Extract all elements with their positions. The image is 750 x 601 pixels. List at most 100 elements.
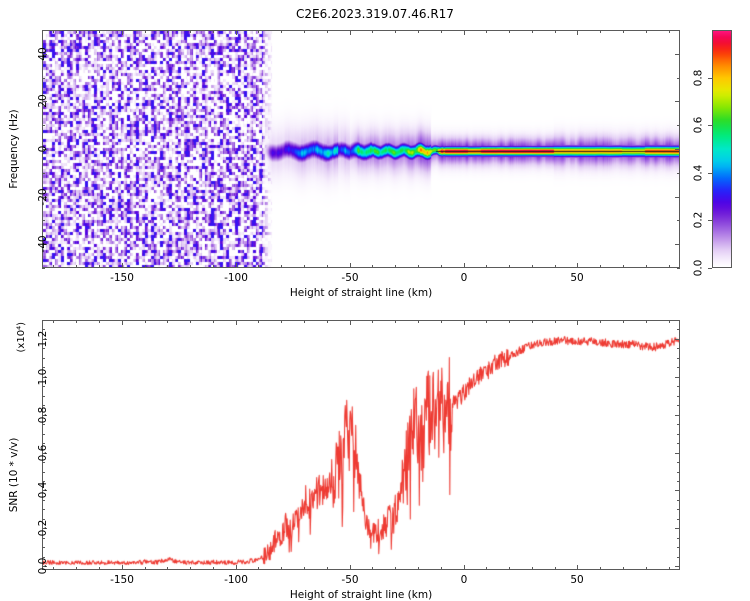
snr-xtick-minor: [623, 567, 624, 570]
colorbar-ticklabel: 0.4: [692, 164, 705, 182]
snr-ytick-major-right: [675, 566, 680, 567]
spectrogram-xtick-minor: [669, 265, 670, 268]
spectrogram-xtick-minor-top: [509, 30, 510, 33]
spectrogram-ytick-minor-right: [677, 220, 680, 221]
snr-xtick-minor-top: [304, 320, 305, 323]
snr-xticklabel: 0: [460, 574, 468, 586]
snr-line-plot: [43, 321, 679, 569]
spectrogram-xtick-minor-top: [258, 30, 259, 33]
snr-xtick-minor: [258, 567, 259, 570]
snr-xtick-minor-top: [53, 320, 54, 323]
spectrogram-xtick-minor: [532, 265, 533, 268]
spectrogram-xtick-minor: [190, 265, 191, 268]
snr-ytick-minor-right: [677, 500, 680, 501]
snr-ytick-minor-right: [677, 434, 680, 435]
snr-xticklabel: 50: [570, 574, 584, 586]
spectrogram-xticklabel: -150: [110, 272, 134, 284]
snr-xtick-minor-top: [555, 320, 556, 323]
snr-ytick-minor: [42, 443, 45, 444]
snr-xtick-minor-top: [395, 320, 396, 323]
snr-ytick-minor-right: [677, 424, 680, 425]
snr-xtick-minor-top: [145, 320, 146, 323]
spectrogram-xtick-minor-top: [372, 30, 373, 33]
snr-xtick-minor-top: [600, 320, 601, 323]
snr-ytick-minor: [42, 557, 45, 558]
snr-ytick-minor: [42, 329, 45, 330]
spectrogram-xtick-minor: [555, 265, 556, 268]
spectrogram-xtick-minor-top: [669, 30, 670, 33]
snr-xtick-minor: [555, 567, 556, 570]
spectrogram-ytick-major: [42, 197, 47, 198]
spectrogram-ylabel: Frequency (Hz): [7, 109, 20, 189]
colorbar-tick: [708, 125, 712, 126]
snr-xticklabel: -50: [341, 574, 359, 586]
spectrogram-xtick-minor-top: [281, 30, 282, 33]
snr-ytick-minor-right: [677, 386, 680, 387]
snr-xtick-minor-top: [418, 320, 419, 323]
snr-xtick-minor-top: [281, 320, 282, 323]
snr-xtick-minor: [600, 567, 601, 570]
snr-xtick-minor: [441, 567, 442, 570]
colorbar-ticklabel: 0.6: [692, 116, 705, 134]
colorbar-ticklabel: 0.2: [692, 211, 705, 229]
snr-xtick-minor: [76, 567, 77, 570]
snr-xtick-minor-top: [327, 320, 328, 323]
snr-xtick-minor: [669, 567, 670, 570]
snr-xtick-major: [464, 565, 465, 570]
colorbar-tick: [708, 268, 712, 269]
snr-ytick-minor-right: [677, 557, 680, 558]
spectrogram-ytick-minor: [42, 268, 45, 269]
spectrogram-ytick-major-right: [675, 197, 680, 198]
spectrogram-ytick-minor-right: [677, 268, 680, 269]
snr-xtick-minor-top: [167, 320, 168, 323]
snr-xtick-minor-top: [213, 320, 214, 323]
spectrogram-xtick-minor: [76, 265, 77, 268]
spectrogram-xtick-minor-top: [395, 30, 396, 33]
snr-ytick-minor: [42, 481, 45, 482]
spectrogram-xtick-major-top: [577, 30, 578, 35]
spectrogram-ytick-minor-right: [677, 125, 680, 126]
snr-ytick-minor: [42, 462, 45, 463]
snr-ytick-minor-right: [677, 367, 680, 368]
snr-ytick-minor: [42, 367, 45, 368]
snr-ytick-minor: [42, 547, 45, 548]
snr-ytick-minor: [42, 538, 45, 539]
snr-ytick-major-right: [675, 377, 680, 378]
spectrogram-xtick-minor: [600, 265, 601, 268]
spectrogram-xtick-minor-top: [190, 30, 191, 33]
spectrogram-xtick-minor-top: [532, 30, 533, 33]
spectrogram-xtick-minor-top: [441, 30, 442, 33]
spectrogram-xtick-major: [236, 263, 237, 268]
snr-y-multiplier: (x10⁴): [16, 322, 27, 353]
spectrogram-xtick-minor: [145, 265, 146, 268]
spectrogram-ytick-major: [42, 244, 47, 245]
snr-xtick-minor-top: [486, 320, 487, 323]
spectrogram-xtick-minor-top: [99, 30, 100, 33]
spectrogram-xtick-minor-top: [418, 30, 419, 33]
spectrogram-xtick-major: [350, 263, 351, 268]
spectrogram-xtick-minor: [646, 265, 647, 268]
snr-ytick-minor: [42, 358, 45, 359]
spectrogram-xtick-minor: [281, 265, 282, 268]
snr-axes: [42, 320, 680, 570]
snr-ytick-minor-right: [677, 538, 680, 539]
spectrogram-ytick-major: [42, 54, 47, 55]
spectrogram-xtick-minor-top: [486, 30, 487, 33]
snr-xtick-minor: [418, 567, 419, 570]
snr-xtick-minor-top: [258, 320, 259, 323]
snr-ytick-minor: [42, 405, 45, 406]
spectrogram-ytick-major: [42, 101, 47, 102]
spectrogram-xtick-minor: [167, 265, 168, 268]
snr-ytick-minor: [42, 509, 45, 510]
snr-xticklabel: -150: [110, 574, 134, 586]
spectrogram-xtick-minor: [623, 265, 624, 268]
spectrogram-xtick-minor: [304, 265, 305, 268]
spectrogram-ytick-minor: [42, 220, 45, 221]
spectrogram-ytick-major-right: [675, 244, 680, 245]
spectrogram-xtick-minor-top: [76, 30, 77, 33]
spectrogram-xticklabel: -100: [224, 272, 248, 284]
snr-xtick-minor: [327, 567, 328, 570]
snr-ytick-minor: [42, 472, 45, 473]
snr-ytick-major-right: [675, 490, 680, 491]
snr-ytick-minor-right: [677, 462, 680, 463]
